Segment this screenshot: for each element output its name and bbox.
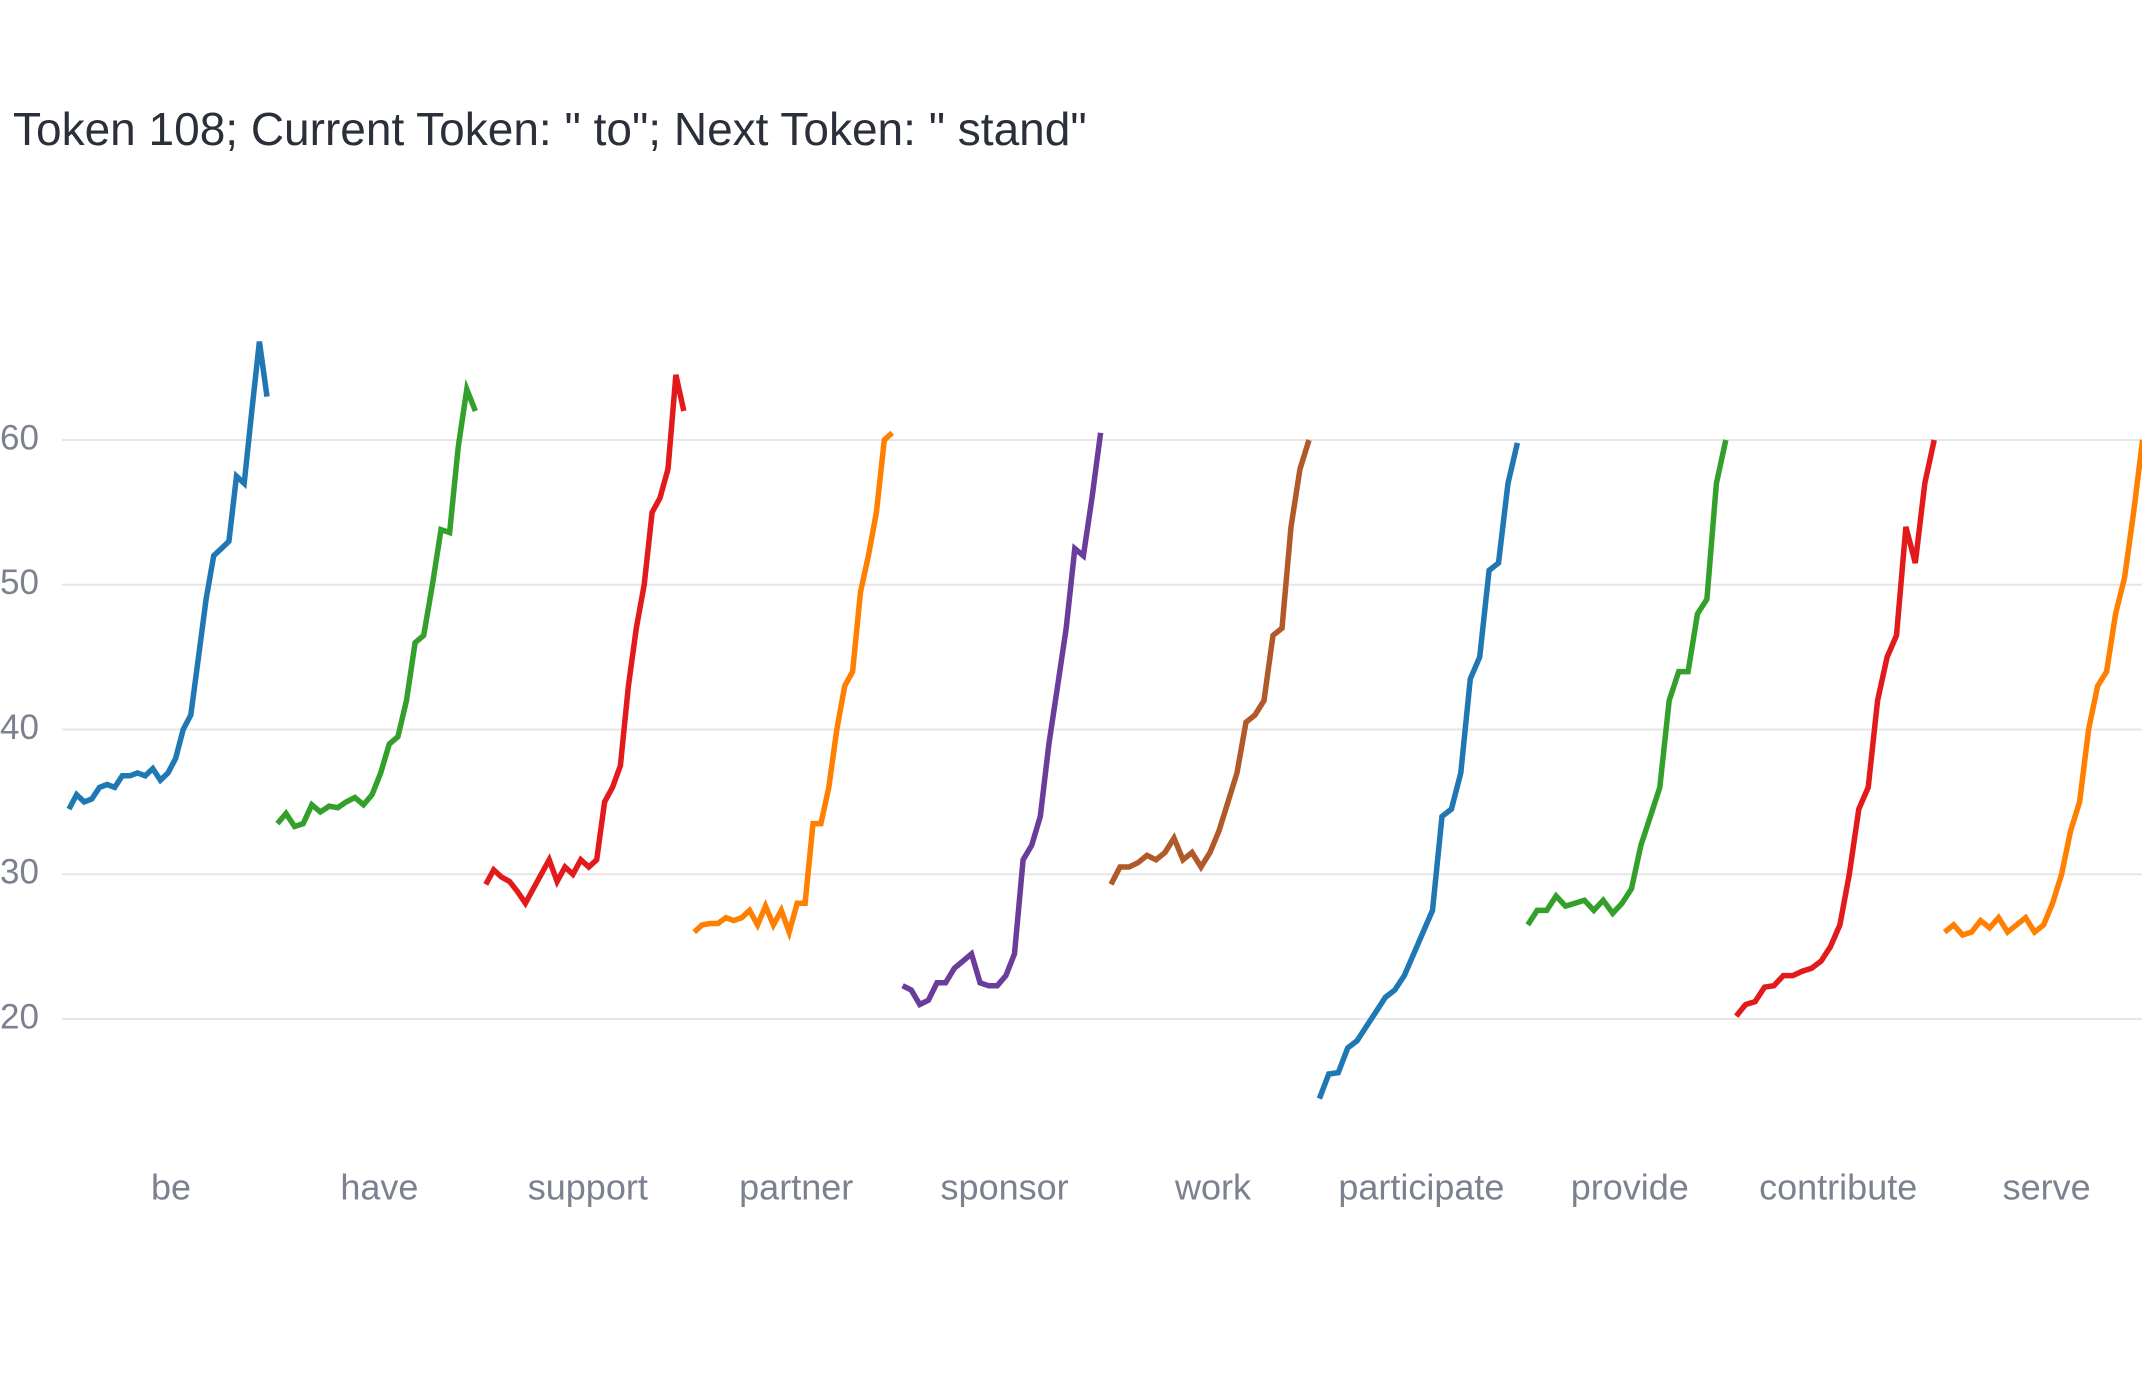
series-line bbox=[1316, 442, 1521, 1100]
category-label: be bbox=[151, 1167, 191, 1208]
category-label: sponsor bbox=[941, 1167, 1069, 1208]
series-line bbox=[1734, 439, 1937, 1018]
category-label: work bbox=[1174, 1167, 1252, 1208]
series-line bbox=[1525, 439, 1729, 927]
series-line bbox=[1942, 439, 2142, 939]
y-tick-label: 20 bbox=[0, 997, 39, 1036]
series-line bbox=[901, 432, 1104, 1009]
y-tick-label: 60 bbox=[0, 418, 39, 457]
series-line bbox=[275, 378, 478, 830]
series-line bbox=[1108, 439, 1312, 886]
series-line bbox=[483, 374, 687, 909]
category-label: participate bbox=[1338, 1167, 1504, 1208]
y-tick-label: 50 bbox=[0, 563, 39, 602]
chart-title: Token 108; Current Token: " to"; Next To… bbox=[13, 103, 1087, 155]
category-label: partner bbox=[739, 1167, 853, 1208]
y-tick-label: 40 bbox=[0, 708, 39, 747]
category-label: have bbox=[340, 1167, 418, 1208]
category-label: provide bbox=[1571, 1167, 1689, 1208]
y-tick-label: 30 bbox=[0, 853, 39, 892]
series-line bbox=[692, 430, 895, 942]
category-label: contribute bbox=[1759, 1167, 1917, 1208]
series-line bbox=[66, 341, 270, 811]
category-label: support bbox=[528, 1167, 648, 1208]
category-label: serve bbox=[2003, 1167, 2091, 1208]
